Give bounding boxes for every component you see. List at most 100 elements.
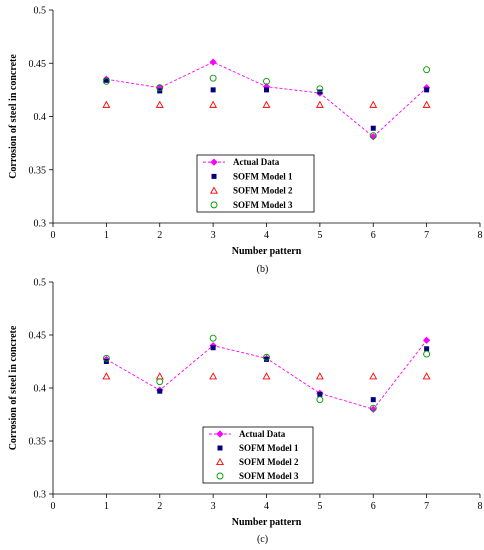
y-tick-label: 0.35 — [29, 165, 47, 176]
data-point — [424, 87, 430, 93]
x-tick-label: 7 — [424, 501, 429, 512]
x-tick-label: 2 — [157, 230, 162, 241]
x-tick-label: 3 — [211, 230, 216, 241]
legend: Actual Data SOFM Model 1 SOFM Model 2 SOFM … — [196, 154, 315, 213]
x-tick-label: 7 — [424, 230, 429, 241]
data-point — [155, 372, 164, 380]
legend-marker — [216, 472, 224, 480]
y-tick-label: 0.5 — [34, 6, 47, 17]
data-point — [210, 345, 216, 351]
legend-marker — [210, 158, 218, 166]
y-tick-label: 0.45 — [29, 59, 47, 70]
series-actual-data — [102, 58, 431, 141]
x-axis-title: Number pattern — [232, 517, 302, 528]
data-point — [103, 77, 109, 83]
data-point — [315, 100, 324, 108]
data-point — [210, 87, 216, 93]
legend-label: SOFM Model 1 — [239, 443, 299, 453]
x-tick-label: 4 — [264, 501, 269, 512]
x-tick-label: 1 — [104, 230, 109, 241]
y-axis-title: Corrosion of steel in concrete — [8, 325, 19, 450]
data-point — [370, 125, 376, 131]
x-tick-label: 6 — [371, 230, 376, 241]
data-point — [262, 372, 271, 380]
x-tick-label: 5 — [317, 230, 322, 241]
data-point — [209, 372, 218, 380]
legend-marker — [211, 173, 217, 179]
y-tick-label: 0.3 — [34, 490, 47, 501]
chart-0: 0.3 0.35 0.4 0.45 0.5 0 1 2 3 4 5 6 7 8 Number pattern… — [8, 6, 483, 276]
x-tick-label: 1 — [104, 501, 109, 512]
data-point — [424, 346, 430, 352]
data-point — [315, 372, 324, 380]
data-point — [316, 85, 324, 93]
x-tick-label: 3 — [211, 501, 216, 512]
data-point — [370, 397, 376, 403]
x-tick-label: 8 — [478, 230, 483, 241]
legend-marker — [216, 457, 224, 466]
y-tick-label: 0.5 — [34, 278, 47, 289]
y-tick-label: 0.35 — [29, 437, 47, 448]
x-tick-label: 6 — [371, 501, 376, 512]
legend-marker — [216, 430, 224, 438]
data-point — [316, 396, 324, 404]
x-tick-label: 0 — [51, 501, 56, 512]
data-point — [423, 66, 431, 74]
data-point — [369, 132, 377, 140]
y-tick-label: 0.4 — [34, 112, 47, 123]
data-point — [102, 100, 111, 108]
legend-marker — [217, 445, 223, 451]
data-point — [263, 353, 270, 361]
x-axis-title: Number pattern — [232, 246, 302, 257]
data-point — [369, 404, 377, 412]
y-tick-label: 0.45 — [29, 331, 47, 342]
x-tick-label: 4 — [264, 230, 269, 241]
y-tick-label: 0.4 — [34, 384, 47, 395]
legend: Actual Data SOFM Model 1 SOFM Model 2 SOFM … — [202, 426, 314, 484]
data-point — [423, 336, 431, 344]
legend-label: SOFM Model 3 — [233, 200, 293, 210]
data-point — [155, 100, 164, 108]
chart-caption: (c) — [257, 534, 268, 545]
data-point — [157, 388, 163, 394]
data-point — [102, 372, 111, 380]
series-line — [106, 340, 427, 410]
legend-label: Actual Data — [239, 429, 286, 439]
legend-marker — [210, 186, 218, 194]
series-line — [106, 61, 427, 138]
data-point — [264, 356, 269, 362]
series-sofm-model-2 — [102, 100, 431, 108]
series-sofm-model-2 — [102, 372, 431, 380]
data-point — [423, 350, 431, 358]
chart-1: 0.3 0.35 0.4 0.45 0.5 0 1 2 3 4 5 6 7 8 Number pattern… — [8, 278, 483, 546]
data-point — [209, 334, 217, 342]
legend-label: SOFM Model 1 — [233, 171, 293, 181]
y-axis-title: Corrosion of steel in concrete — [8, 54, 19, 179]
data-point — [156, 378, 164, 386]
data-point — [317, 391, 323, 397]
y-tick-label: 0.3 — [34, 219, 47, 230]
data-point — [262, 100, 271, 108]
series-sofm-model-3 — [102, 334, 431, 412]
data-point — [209, 100, 218, 108]
x-tick-label: 8 — [478, 501, 483, 512]
data-point — [156, 84, 164, 92]
data-point — [102, 354, 110, 362]
legend-label: Actual Data — [233, 157, 280, 167]
x-tick-label: 2 — [157, 501, 162, 512]
chart-caption: (b) — [257, 264, 269, 275]
legend-marker — [210, 201, 218, 209]
data-point — [263, 77, 270, 85]
data-point — [264, 87, 269, 93]
x-tick-label: 0 — [51, 230, 56, 241]
x-tick-label: 5 — [317, 501, 322, 512]
legend-label: SOFM Model 3 — [239, 471, 299, 481]
data-point — [209, 58, 217, 66]
legend-label: SOFM Model 2 — [239, 457, 299, 467]
series-actual-data — [102, 336, 431, 413]
data-point — [369, 100, 378, 108]
data-point — [102, 77, 110, 85]
data-point — [369, 372, 378, 380]
